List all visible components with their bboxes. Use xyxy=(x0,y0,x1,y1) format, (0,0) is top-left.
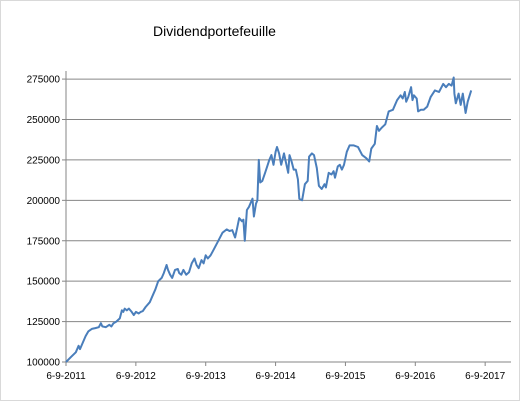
x-tick-label: 6-9-2016 xyxy=(395,371,435,382)
x-tick-label: 6-9-2014 xyxy=(256,371,296,382)
y-tick-label: 225000 xyxy=(27,155,61,166)
y-tick-label: 175000 xyxy=(27,236,61,247)
y-tick-label: 125000 xyxy=(27,317,61,328)
y-axis-tick-labels: 100000 125000 150000 175000 200000 225000 2500… xyxy=(27,75,61,369)
y-tick-label: 200000 xyxy=(27,196,61,207)
y-tick-label: 275000 xyxy=(27,75,61,86)
x-tick-label: 6-9-2017 xyxy=(465,371,505,382)
gridlines xyxy=(66,78,511,363)
x-tick-label: 6-9-2011 xyxy=(46,371,86,382)
x-tick-label: 6-9-2015 xyxy=(325,371,365,382)
y-tick-label: 250000 xyxy=(27,115,61,126)
axes xyxy=(62,71,486,366)
y-tick-label: 100000 xyxy=(27,358,61,369)
x-axis-tick-labels: 6-9-2011 6-9-2012 6-9-2013 6-9-2014 6-9-2015… xyxy=(46,371,505,382)
series-line xyxy=(65,76,473,363)
y-tick-label: 150000 xyxy=(27,277,61,288)
x-tick-label: 6-9-2013 xyxy=(186,371,226,382)
chart-title: Dividendportefeuille xyxy=(153,23,276,39)
x-tick-label: 6-9-2012 xyxy=(116,371,156,382)
